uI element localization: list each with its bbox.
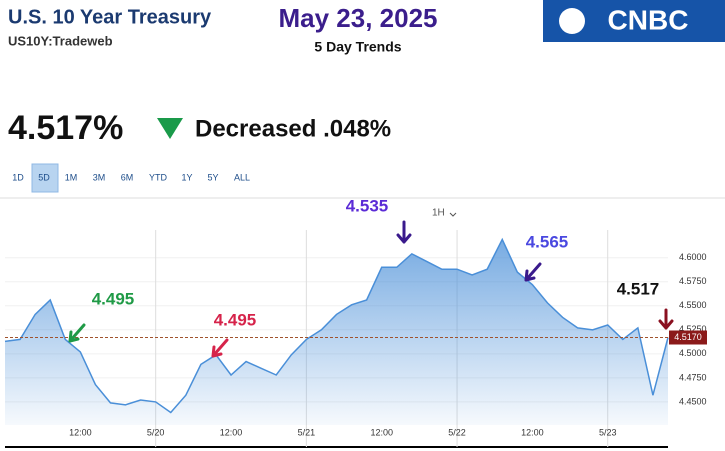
x-tick-label: 12:00 bbox=[521, 427, 544, 437]
range-button[interactable]: 1M bbox=[65, 172, 78, 182]
y-tick-label: 4.5500 bbox=[679, 300, 707, 310]
range-button[interactable]: 6M bbox=[121, 172, 134, 182]
x-tick-label: 12:00 bbox=[220, 427, 243, 437]
y-tick-label: 4.5000 bbox=[679, 348, 707, 358]
annotation: 4.517 bbox=[617, 279, 660, 298]
annotation: 4.535 bbox=[346, 196, 389, 215]
y-tick-label: 4.5750 bbox=[679, 276, 707, 286]
x-tick-label: 12:00 bbox=[69, 427, 92, 437]
y-tick-label: 4.5250 bbox=[679, 324, 707, 334]
range-buttons: 1D 5D 1M 3M 6M YTD 1Y 5Y ALL bbox=[12, 163, 250, 193]
range-button[interactable]: 1Y bbox=[181, 172, 192, 182]
logo-peacock bbox=[559, 8, 585, 34]
range-button[interactable]: 5Y bbox=[207, 172, 218, 182]
arrows bbox=[68, 220, 674, 358]
x-tick-label: 12:00 bbox=[370, 427, 393, 437]
annotation: 4.495 bbox=[92, 289, 135, 308]
range-selected bbox=[31, 163, 59, 193]
area-fill bbox=[5, 239, 668, 425]
price: 4.517% bbox=[8, 109, 123, 147]
down-triangle bbox=[157, 118, 183, 139]
y-tick-label: 4.4750 bbox=[679, 372, 707, 382]
logo: CNBC bbox=[608, 4, 689, 35]
chevron[interactable] bbox=[449, 212, 457, 217]
date: May 23, 2025 bbox=[278, 3, 437, 33]
current-price-box bbox=[669, 330, 707, 345]
plot: 4.4500 4.4750 4.5000 4.5250 4.5500 4.5750 4.60… bbox=[4, 196, 707, 447]
change: Decreased .048% bbox=[195, 115, 391, 142]
x-tick-label: 5/20 bbox=[147, 427, 165, 437]
range-button[interactable]: 5D bbox=[38, 172, 50, 182]
x-tick-label: 5/22 bbox=[448, 427, 466, 437]
annotation: 4.495 bbox=[214, 310, 257, 329]
symbol: US10Y:Tradeweb bbox=[8, 33, 113, 48]
line bbox=[4, 237, 669, 414]
x-tick-label: 5/23 bbox=[599, 427, 617, 437]
range-button[interactable]: ALL bbox=[234, 172, 250, 182]
range-button[interactable]: YTD bbox=[149, 172, 168, 182]
range-button[interactable]: 1D bbox=[12, 172, 24, 182]
subtitle: 5 Day Trends bbox=[314, 39, 401, 55]
y-tick-label: 4.6000 bbox=[679, 252, 707, 262]
annotation: 4.565 bbox=[526, 232, 569, 251]
current-price-label: 4.5170 bbox=[674, 332, 702, 342]
interval[interactable]: 1H bbox=[432, 208, 445, 219]
title: U.S. 10 Year Treasury bbox=[8, 6, 212, 28]
x-tick-label: 5/21 bbox=[298, 427, 316, 437]
range-button[interactable]: 3M bbox=[93, 172, 106, 182]
y-tick-label: 4.4500 bbox=[679, 396, 707, 406]
